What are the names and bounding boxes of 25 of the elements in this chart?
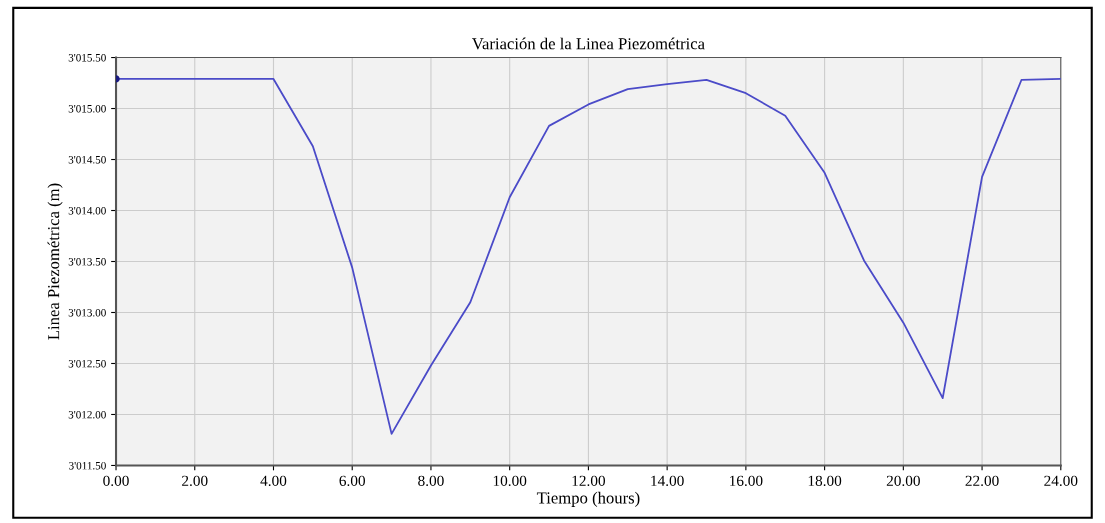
x-tick-label: 16.00 — [730, 475, 763, 487]
x-tick-label: 22.00 — [965, 475, 999, 487]
y-tick-label: 3'012.00 — [68, 410, 106, 419]
y-tick-label: 3'012.50 — [68, 359, 106, 368]
chart-title: Variación de la Linea Piezométrica — [471, 37, 705, 50]
y-tick-label: 3'015.00 — [68, 104, 106, 113]
y-tick-label: 3'014.50 — [68, 155, 106, 164]
y-tick-label: 3'014.00 — [68, 206, 106, 215]
y-tick-label: 3'011.50 — [69, 461, 106, 470]
x-tick-label: 6.00 — [339, 475, 365, 487]
x-tick-label: 0.00 — [103, 475, 129, 487]
x-tick-label: 8.00 — [418, 475, 444, 487]
x-tick-label: 10.00 — [493, 475, 527, 487]
x-axis-title: Tiempo (hours) — [536, 491, 640, 507]
x-tick-label: 12.00 — [572, 475, 606, 487]
y-tick-label: 3'013.00 — [68, 308, 106, 317]
y-tick-label: 3'013.50 — [68, 257, 106, 266]
y-axis-title: Linea Piezométrica (m) — [47, 183, 63, 340]
x-tick-label: 24.00 — [1044, 475, 1078, 487]
x-tick-label: 14.00 — [651, 475, 684, 487]
x-tick-label: 2.00 — [182, 475, 208, 487]
x-tick-label: 4.00 — [260, 475, 287, 487]
x-tick-label: 18.00 — [808, 475, 842, 487]
y-tick-label: 3'015.50 — [68, 54, 106, 62]
x-tick-label: 20.00 — [886, 475, 920, 487]
